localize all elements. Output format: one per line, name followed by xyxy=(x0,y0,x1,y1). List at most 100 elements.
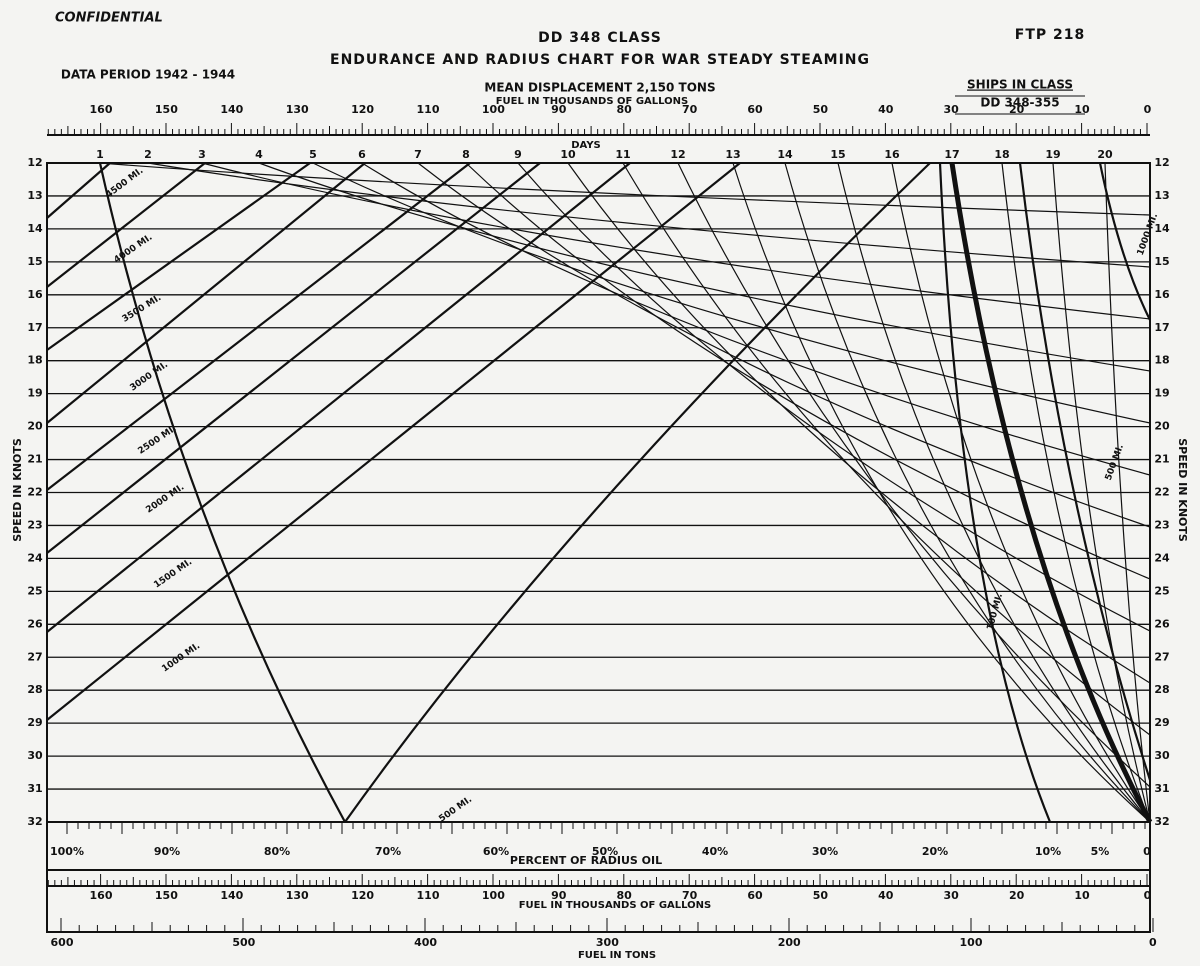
confidential: CONFIDENTIAL xyxy=(55,11,163,26)
day-label: 3 xyxy=(198,148,206,161)
speed-label-right: 13 xyxy=(1154,189,1169,202)
gallon-label-bottom: 70 xyxy=(682,889,698,902)
mile-label: 2000 MI. xyxy=(144,482,186,515)
percent-label: 20% xyxy=(922,845,948,858)
gallon-label-bottom: 0 xyxy=(1144,889,1152,902)
gallon-label: 70 xyxy=(682,103,698,116)
gallon-label-bottom: 130 xyxy=(286,889,309,902)
tons-label: 0 xyxy=(1149,936,1157,949)
percent-label: 10% xyxy=(1035,845,1061,858)
day-curve xyxy=(1001,162,1151,823)
speed-label: 18 xyxy=(27,354,42,367)
speed-label-right: 29 xyxy=(1154,716,1169,729)
fuel-top-title: FUEL IN THOUSANDS OF GALLONS xyxy=(496,96,689,107)
gallon-label: 20 xyxy=(1009,103,1025,116)
tons-band xyxy=(46,869,1151,933)
speed-label: 30 xyxy=(27,749,43,762)
day-label: 4 xyxy=(255,148,263,161)
percent-label: 80% xyxy=(264,845,290,858)
percent-label: 0 xyxy=(1143,845,1151,858)
tons-label: 400 xyxy=(414,936,437,949)
day-label: 10 xyxy=(560,148,576,161)
speed-label-right: 20 xyxy=(1154,420,1170,433)
gallon-label-bottom: 160 xyxy=(90,889,113,902)
speed-label-right: 21 xyxy=(1154,453,1169,466)
speed-label-right: 15 xyxy=(1154,255,1169,268)
speed-label: 26 xyxy=(27,617,43,630)
mile-label: 3500 MI. xyxy=(121,293,164,325)
day-label: 14 xyxy=(777,148,793,161)
gallon-label-bottom: 30 xyxy=(944,889,960,902)
speed-label: 12 xyxy=(27,156,42,169)
gallon-label-bottom: 110 xyxy=(417,889,440,902)
percent-label: 40% xyxy=(702,845,728,858)
day-label: 15 xyxy=(830,148,845,161)
speed-label: 31 xyxy=(27,782,42,795)
day-label: 7 xyxy=(414,148,422,161)
speed-label: 29 xyxy=(27,716,42,729)
speed-label-right: 17 xyxy=(1154,321,1169,334)
speed-label: 16 xyxy=(27,288,43,301)
day-curve xyxy=(201,162,1151,320)
speed-label: 22 xyxy=(27,486,42,499)
speed-title-right: SPEED IN KNOTS xyxy=(1176,438,1189,542)
speed-label: 21 xyxy=(27,453,42,466)
percent-label: 70% xyxy=(375,845,401,858)
mile-curve-right xyxy=(1098,162,1151,321)
gallon-label: 60 xyxy=(747,103,763,116)
gallon-label-bottom: 90 xyxy=(551,889,567,902)
speed-label-right: 31 xyxy=(1154,782,1169,795)
mile-curve xyxy=(46,162,471,491)
tons-label: 100 xyxy=(960,936,983,949)
gallon-label: 160 xyxy=(90,103,113,116)
day-label: 12 xyxy=(670,148,685,161)
mile-label: 1500 MI. xyxy=(152,557,194,590)
gallon-label-bottom: 60 xyxy=(747,889,763,902)
day-label: 1 xyxy=(96,148,104,161)
gallon-label-bottom: 120 xyxy=(351,889,374,902)
gallon-label-bottom: 80 xyxy=(617,889,633,902)
speed-label: 25 xyxy=(27,584,42,597)
day-label: 13 xyxy=(725,148,740,161)
mile-curve xyxy=(344,162,931,823)
mile-curve xyxy=(98,162,346,823)
day-curve xyxy=(891,162,1151,823)
gallon-label-bottom: 150 xyxy=(155,889,178,902)
day-curve xyxy=(99,162,1151,216)
percent-label: 50% xyxy=(592,845,618,858)
speed-label-right: 14 xyxy=(1154,222,1170,235)
gallon-label: 80 xyxy=(617,103,633,116)
speed-label-right: 23 xyxy=(1154,518,1169,531)
percent-label: 100% xyxy=(50,845,84,858)
mile-curve-right xyxy=(938,162,1052,823)
day-label: 8 xyxy=(462,148,470,161)
speed-label: 32 xyxy=(27,815,42,828)
speed-label-right: 24 xyxy=(1154,551,1170,564)
percent-label: 5% xyxy=(1091,845,1110,858)
day-label: 2 xyxy=(144,148,152,161)
title: ENDURANCE AND RADIUS CHART FOR WAR STEAD… xyxy=(330,52,870,68)
gallon-label: 100 xyxy=(482,103,505,116)
class: DD 348 CLASS xyxy=(538,30,662,46)
gallon-label: 0 xyxy=(1144,103,1152,116)
speed-label: 24 xyxy=(27,551,43,564)
day-curve xyxy=(147,162,1151,268)
mile-curve xyxy=(46,162,741,721)
day-curve xyxy=(465,162,1151,580)
speed-label: 23 xyxy=(27,518,42,531)
displacement: MEAN DISPLACEMENT 2,150 TONS xyxy=(484,81,715,95)
speed-label-right: 26 xyxy=(1154,617,1170,630)
gallon-label-bottom: 40 xyxy=(878,889,894,902)
speed-label-right: 28 xyxy=(1154,683,1169,696)
gallon-label: 90 xyxy=(551,103,567,116)
day-label: 18 xyxy=(994,148,1009,161)
mile-curve xyxy=(46,162,541,554)
mile-curve-right xyxy=(1018,162,1152,781)
gallon-label: 40 xyxy=(878,103,894,116)
speed-label: 20 xyxy=(27,420,43,433)
speed-label-right: 19 xyxy=(1154,387,1169,400)
speed-label-right: 32 xyxy=(1154,815,1169,828)
gallon-label-bottom: 100 xyxy=(482,889,505,902)
day-curve xyxy=(517,162,1151,632)
speed-title: SPEED IN KNOTS xyxy=(11,438,24,542)
